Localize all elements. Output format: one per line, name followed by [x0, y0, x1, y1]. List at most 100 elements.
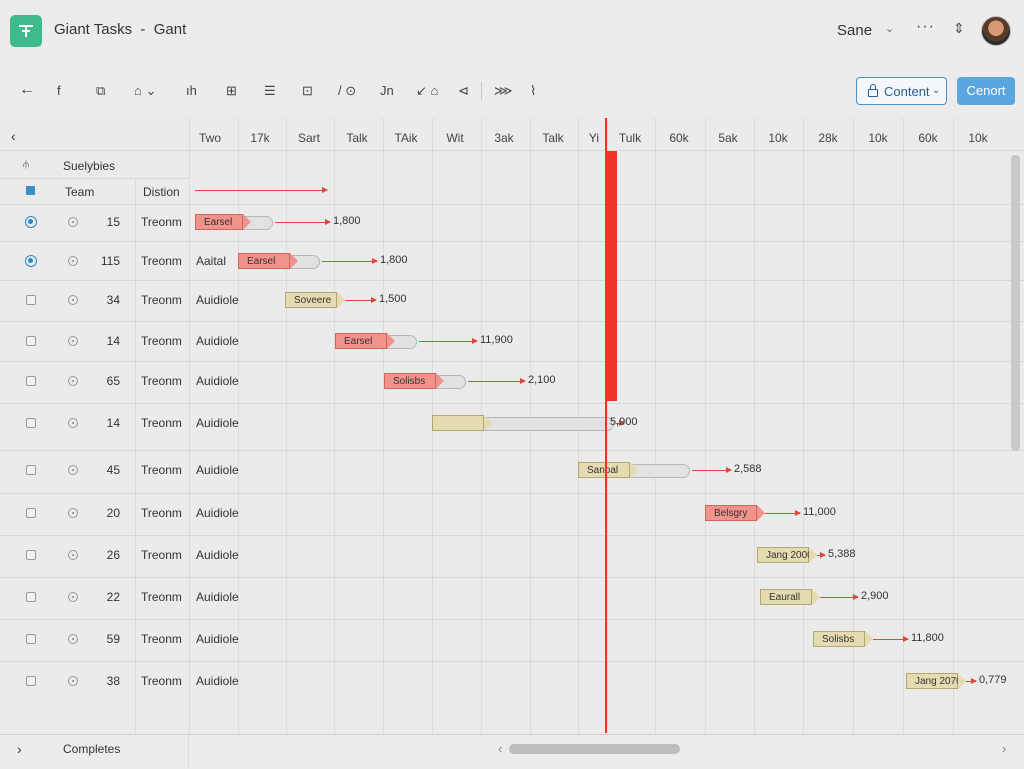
timeline-header[interactable]: 10k	[768, 131, 788, 145]
task-bar[interactable]: Jang 2000	[757, 547, 817, 563]
task-value: 11,800	[911, 632, 944, 644]
timeline-header[interactable]: Two	[198, 131, 221, 145]
cancel-button[interactable]: Cenort	[957, 77, 1015, 105]
timeline-header[interactable]: 3ak	[494, 131, 514, 145]
row-checkbox[interactable]	[26, 336, 36, 346]
dependency-arrow	[275, 219, 331, 225]
expand-icon[interactable]: ›	[17, 741, 22, 757]
row-divider	[0, 493, 1024, 494]
chart-icon[interactable]: ıh	[186, 83, 197, 98]
grid-icon[interactable]: ⊞	[226, 83, 237, 98]
timeline-header[interactable]: Talk	[542, 131, 564, 145]
row-radio[interactable]	[25, 216, 37, 228]
footer-bar	[0, 734, 1024, 769]
box-icon[interactable]: ⊡	[302, 83, 313, 98]
timeline-header[interactable]: 60k	[669, 131, 689, 145]
timeline-header[interactable]: 17k	[250, 131, 270, 145]
horizontal-scrollbar-thumb[interactable]	[509, 744, 680, 754]
format-icon[interactable]: f	[57, 83, 61, 98]
lock-dropdown-icon[interactable]: ⌂ ⌄	[134, 83, 157, 98]
column-header-distion[interactable]: Distion	[143, 185, 180, 199]
avatar[interactable]	[981, 16, 1011, 46]
back-arrow-icon[interactable]: ←	[19, 81, 35, 98]
link-icon[interactable]: ⌇	[530, 83, 537, 98]
row-radio[interactable]	[25, 255, 37, 267]
task-bar[interactable]: Eaurall	[760, 589, 820, 605]
join-icon[interactable]: Jn	[380, 83, 394, 98]
status-icon	[68, 336, 78, 346]
timeline-header[interactable]: Yi	[588, 131, 600, 145]
row-divider	[0, 577, 1024, 578]
row-checkbox[interactable]	[26, 676, 36, 686]
timeline-header[interactable]: 10k	[968, 131, 988, 145]
select-all-checkbox[interactable]	[26, 186, 35, 195]
row-checkbox[interactable]	[26, 418, 36, 428]
timeline-header[interactable]: 28k	[818, 131, 838, 145]
row-checkbox[interactable]	[26, 465, 36, 475]
task-bar[interactable]: Jang 2070	[906, 673, 966, 689]
hierarchy-icon[interactable]: ⫛	[23, 159, 29, 170]
row-team: Treonm	[141, 548, 182, 562]
scroll-left-icon[interactable]: ‹	[498, 741, 503, 756]
row-checkbox[interactable]	[26, 376, 36, 386]
task-value: 1,800	[333, 215, 361, 227]
timeline-gridline	[853, 118, 854, 734]
task-bar[interactable]: Soveere	[285, 292, 345, 308]
task-bar[interactable]: Belsgry	[705, 505, 765, 521]
collapse-panel-icon[interactable]: ‹	[11, 128, 16, 144]
row-checkbox[interactable]	[26, 295, 36, 305]
row-team: Treonm	[141, 254, 182, 268]
row-checkbox[interactable]	[26, 550, 36, 560]
timeline-header[interactable]: 5ak	[718, 131, 738, 145]
scroll-right-icon[interactable]: ›	[1002, 741, 1007, 756]
dependency-arrow	[468, 378, 526, 384]
sort-icon[interactable]: ⇕	[953, 20, 965, 36]
task-bar[interactable]: Earsel	[335, 333, 395, 349]
timeline-header[interactable]: 10k	[868, 131, 888, 145]
timeline-header[interactable]: TAik	[394, 131, 418, 145]
status-icon	[68, 508, 78, 518]
user-menu[interactable]: Sane	[837, 22, 873, 39]
more-icon[interactable]: ···	[916, 18, 935, 35]
status-icon	[68, 676, 78, 686]
chevron-down-icon[interactable]: ⌄	[885, 23, 895, 35]
copy-icon[interactable]: ⧉	[96, 83, 106, 98]
status-icon	[68, 634, 78, 644]
timeline-header[interactable]: 60k	[918, 131, 938, 145]
timeline-header[interactable]: Talk	[346, 131, 368, 145]
row-checkbox[interactable]	[26, 508, 36, 518]
task-bar[interactable]: Earsel	[238, 253, 298, 269]
share-icon[interactable]: ⊲	[458, 83, 469, 98]
timeline-header[interactable]: Wit	[446, 131, 464, 145]
row-id: 22	[106, 590, 120, 604]
row-checkbox[interactable]	[26, 634, 36, 644]
task-value: 5,388	[828, 548, 856, 560]
chevron-down-icon: ⌄	[932, 85, 941, 96]
row-team: Treonm	[141, 506, 182, 520]
forward-icon[interactable]: ⋙	[494, 83, 513, 98]
row-id: 45	[106, 463, 120, 477]
dependency-arrow	[966, 678, 977, 684]
task-value: 2,100	[528, 374, 556, 386]
row-checkbox[interactable]	[26, 592, 36, 602]
task-bar[interactable]	[432, 415, 492, 431]
task-bar[interactable]: Sanoal	[578, 462, 638, 478]
timeline-header[interactable]: Tulk	[618, 131, 642, 145]
row-divider	[0, 535, 1024, 536]
row-team: Treonm	[141, 374, 182, 388]
header-divider	[0, 150, 1024, 151]
task-bar[interactable]: Earsel	[195, 214, 251, 230]
dependency-arrow	[419, 338, 478, 344]
column-header-team[interactable]: Team	[65, 185, 95, 199]
task-bar[interactable]: Solisbs	[813, 631, 873, 647]
timeline-header[interactable]: Sart	[297, 131, 320, 145]
row-divider	[0, 241, 1024, 242]
task-bar[interactable]: Solisbs	[384, 373, 444, 389]
row-distion: Auidiole	[196, 632, 239, 646]
list-icon[interactable]: ☰	[264, 83, 276, 98]
vertical-scrollbar[interactable]	[1011, 155, 1020, 451]
content-dropdown-button[interactable]: Content ⌄	[856, 77, 947, 105]
draw-icon[interactable]: ↙ ⌂	[416, 83, 439, 98]
row-id: 59	[106, 632, 120, 646]
edit-time-icon[interactable]: / ⊙	[338, 83, 357, 98]
